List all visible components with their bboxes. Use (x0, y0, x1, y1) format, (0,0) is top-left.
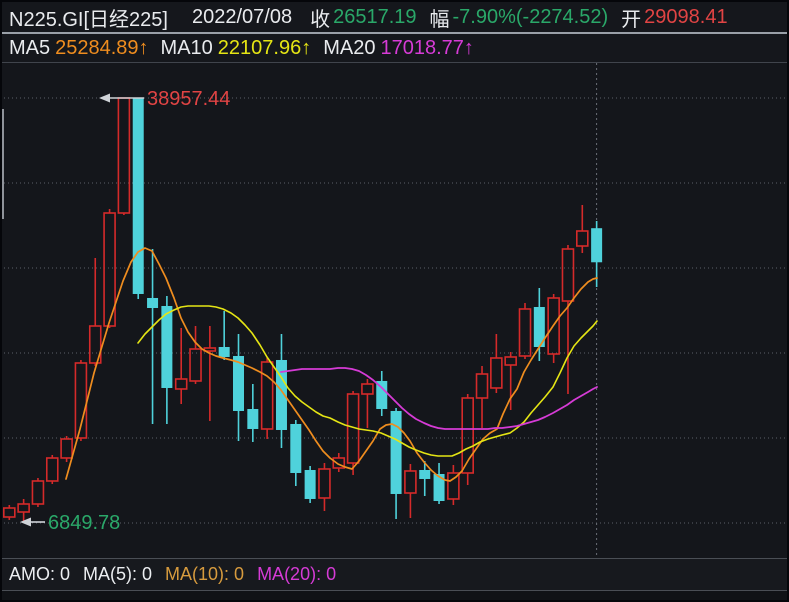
open-value: 29098.41 (644, 5, 728, 28)
candlestick-chart[interactable]: 38957.44 6849.78 (2, 63, 787, 558)
quote-date: 2022/07/08 (191, 5, 293, 28)
change-label: 幅 (429, 8, 450, 31)
ma10-label: MA10 (160, 36, 213, 59)
footer-ma5-value: MA(5): 0 (83, 564, 153, 584)
footer-ma10-value: MA(10): 0 (165, 564, 245, 584)
ma5-value: 25284.89↑ (55, 36, 149, 59)
amo-value: AMO: 0 (9, 564, 71, 584)
ma20-label: MA20 (323, 36, 376, 59)
bottom-strip (2, 590, 787, 600)
ma5-label: MA5 (9, 36, 51, 59)
ma20-value: 17018.77↑ (380, 36, 474, 59)
open-label: 开 (621, 8, 642, 31)
svg-text:6849.78: 6849.78 (48, 512, 120, 534)
ma-indicator-bar: MA5 25284.89↑ MA10 22107.96↑ MA20 17018.… (2, 34, 787, 63)
left-scrollbar[interactable] (2, 109, 4, 219)
change-value: -7.90%(-2274.52) (452, 5, 609, 28)
ma10-value: 22107.96↑ (217, 36, 312, 59)
chart-canvas[interactable]: 38957.44 6849.78 (2, 63, 787, 558)
svg-text:38957.44: 38957.44 (147, 88, 230, 110)
footer-ma20-value: MA(20): 0 (257, 564, 337, 584)
close-label: 收 (310, 8, 331, 31)
symbol-title: N225.GI[日经225] (9, 8, 168, 31)
close-value: 26517.19 (333, 5, 417, 28)
footer-indicator-bar: AMO: 0 MA(5): 0 MA(10): 0 MA(20): 0 (2, 558, 787, 590)
title-bar: N225.GI[日经225] 2022/07/08 收 26517.19 幅 -… (2, 2, 787, 34)
